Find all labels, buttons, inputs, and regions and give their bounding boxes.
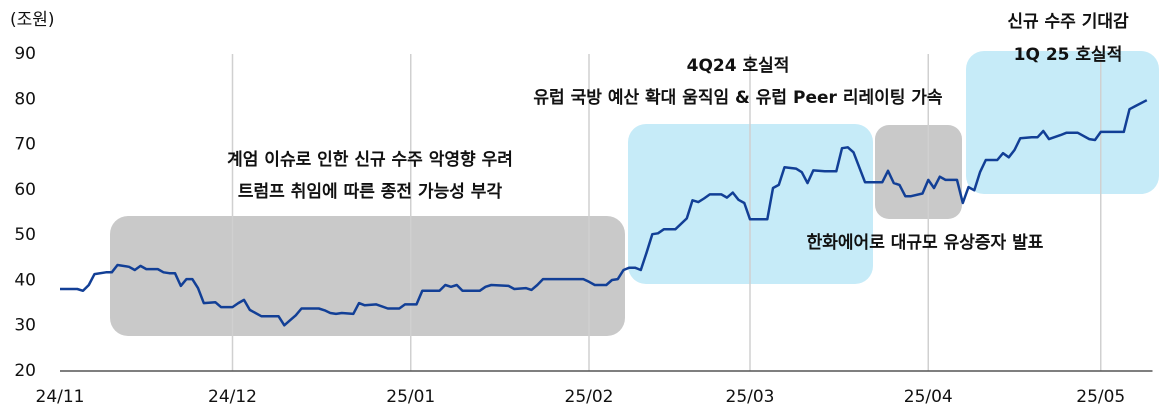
x-tick-label: 25/05 — [1076, 387, 1125, 407]
x-tick-label: 25/04 — [904, 387, 953, 407]
x-tick-label: 25/02 — [565, 387, 614, 407]
annotation: 1Q 25 호실적 — [1014, 45, 1123, 65]
annotation: 계엄 이슈로 인한 신규 수주 악영향 우려 — [227, 149, 513, 170]
y-tick-label: 40 — [14, 270, 36, 290]
unit-label: (조원) — [10, 10, 55, 30]
annotation: 유럽 국방 예산 확대 움직임 & 유럽 Peer 리레이팅 가속 — [533, 87, 943, 108]
y-tick-label: 70 — [14, 135, 36, 155]
annotation: 한화에어로 대규모 유상증자 발표 — [807, 233, 1044, 253]
shade-box — [875, 125, 962, 219]
y-tick-label: 50 — [14, 225, 36, 245]
x-tick-label: 24/11 — [36, 387, 85, 407]
annotation: 트럼프 취임에 따른 종전 가능성 부각 — [238, 181, 503, 202]
shade-box — [110, 216, 625, 336]
x-tick-label: 24/12 — [208, 387, 257, 407]
x-tick-label: 25/01 — [386, 387, 435, 407]
shade-box — [966, 51, 1159, 194]
annotation: 4Q24 호실적 — [687, 56, 790, 76]
y-tick-label: 60 — [14, 180, 36, 200]
y-tick-label: 30 — [14, 316, 36, 336]
y-tick-label: 20 — [14, 361, 36, 381]
data-line — [60, 99, 1148, 327]
x-tick-label: 25/03 — [726, 387, 775, 407]
y-tick-label: 80 — [14, 89, 36, 109]
y-tick-label: 90 — [14, 44, 36, 64]
annotation: 신규 수주 기대감 — [1007, 12, 1129, 32]
